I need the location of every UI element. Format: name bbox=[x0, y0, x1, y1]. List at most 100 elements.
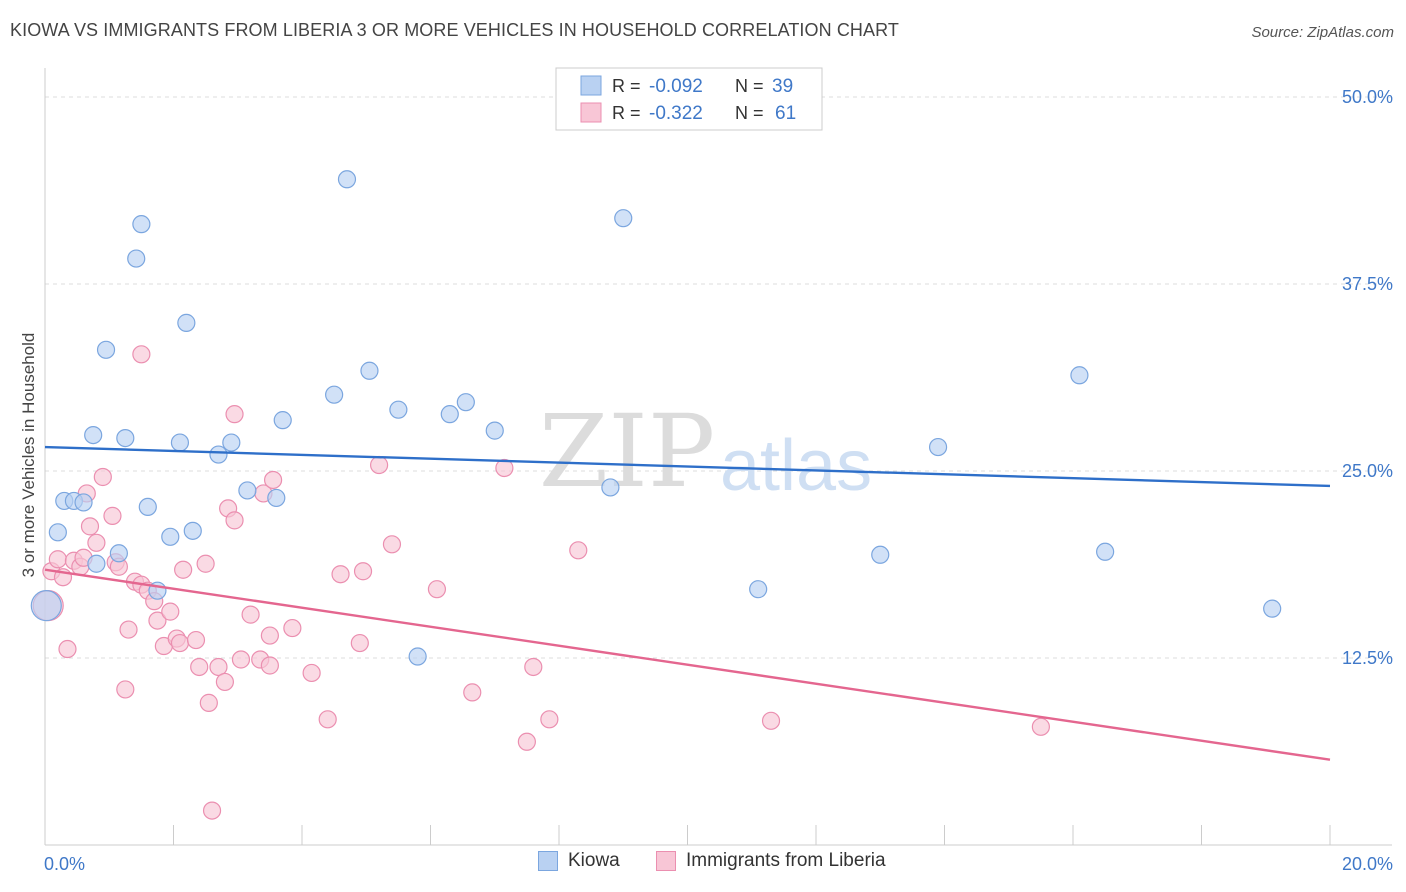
stats-n-value-liberia: 61 bbox=[775, 103, 796, 124]
liberia-point bbox=[540, 710, 559, 729]
liberia-point bbox=[80, 517, 100, 536]
stats-n-label-kiowa: N = bbox=[735, 76, 764, 96]
kiowa-point bbox=[360, 361, 379, 380]
axes bbox=[44, 68, 1392, 846]
liberia-point bbox=[761, 711, 781, 730]
stats-swatch-kiowa bbox=[580, 75, 602, 96]
y-tick-label: 25.0% bbox=[1342, 461, 1393, 481]
kiowa-point bbox=[84, 425, 103, 445]
x-tick-label-right: 20.0% bbox=[1342, 854, 1393, 874]
legend-label-liberia: Immigrants from Liberia bbox=[686, 850, 886, 871]
trend-lines bbox=[44, 445, 1331, 761]
legend-swatch-liberia bbox=[656, 851, 676, 871]
liberia-point bbox=[283, 618, 302, 638]
kiowa-point bbox=[116, 428, 135, 448]
liberia-point bbox=[427, 580, 447, 599]
liberia-point bbox=[495, 458, 514, 478]
liberia-point bbox=[161, 602, 180, 621]
kiowa-point bbox=[1263, 599, 1282, 618]
kiowa-point bbox=[183, 521, 202, 540]
liberia-point bbox=[202, 801, 222, 820]
kiowa-point bbox=[170, 433, 190, 452]
kiowa-point bbox=[1070, 366, 1089, 385]
stats-swatch-liberia bbox=[580, 102, 602, 123]
liberia-point bbox=[209, 657, 228, 677]
watermark-zip: ZIP bbox=[539, 393, 715, 510]
liberia-point bbox=[119, 620, 138, 639]
legend-item-liberia: Immigrants from Liberia bbox=[656, 850, 886, 872]
stats-legend: R = -0.092 N = 39 R = -0.322 N = 61 bbox=[555, 67, 823, 131]
kiowa-point bbox=[161, 527, 180, 546]
chart-title: KIOWA VS IMMIGRANTS FROM LIBERIA 3 OR MO… bbox=[10, 20, 900, 40]
legend-label-kiowa: Kiowa bbox=[568, 850, 620, 871]
liberia-point bbox=[48, 550, 67, 569]
liberia-point bbox=[186, 630, 206, 650]
kiowa-point bbox=[132, 215, 151, 234]
kiowa-point bbox=[87, 554, 106, 573]
liberia-point bbox=[524, 657, 543, 677]
stats-n-value-kiowa: 39 bbox=[772, 76, 793, 97]
liberia-point bbox=[241, 605, 260, 624]
watermark: ZIP atlas bbox=[539, 393, 872, 510]
liberia-point bbox=[174, 560, 193, 579]
stats-r-label-liberia: R = bbox=[612, 103, 641, 123]
watermark-atlas: atlas bbox=[720, 426, 872, 506]
liberia-point bbox=[370, 455, 389, 475]
y-tick-label: 12.5% bbox=[1342, 648, 1393, 668]
kiowa-point bbox=[614, 209, 633, 228]
liberia-point bbox=[569, 541, 588, 560]
legend-swatch-kiowa bbox=[538, 851, 558, 871]
liberia-point bbox=[225, 405, 244, 424]
kiowa-point bbox=[485, 421, 504, 440]
liberia-point bbox=[463, 683, 482, 702]
kiowa-point bbox=[601, 478, 620, 497]
kiowa-point bbox=[871, 545, 890, 564]
kiowa-point bbox=[337, 170, 357, 189]
grid-lines bbox=[45, 96, 1392, 659]
stats-r-value-kiowa: -0.092 bbox=[649, 76, 703, 97]
kiowa-trend-line bbox=[44, 445, 1331, 488]
liberia-point bbox=[1031, 717, 1050, 736]
kiowa-point bbox=[138, 497, 157, 517]
y-axis-label: 3 or more Vehicles in Household bbox=[19, 333, 38, 578]
kiowa-point bbox=[325, 385, 344, 404]
y-tick-label: 37.5% bbox=[1342, 274, 1393, 294]
liberia-point bbox=[196, 554, 215, 573]
kiowa-point bbox=[238, 481, 257, 500]
liberia-point bbox=[353, 562, 373, 581]
kiowa-point bbox=[48, 523, 67, 542]
kiowa-point bbox=[749, 580, 768, 599]
kiowa-point bbox=[928, 437, 948, 457]
liberia-point bbox=[231, 650, 251, 669]
liberia-point bbox=[132, 345, 151, 364]
kiowa-point bbox=[222, 433, 241, 452]
kiowa-point bbox=[408, 647, 427, 666]
kiowa-point bbox=[440, 405, 459, 424]
liberia-point bbox=[148, 611, 167, 630]
stats-r-label-kiowa: R = bbox=[612, 76, 641, 96]
liberia-point bbox=[116, 680, 135, 699]
kiowa-point bbox=[389, 400, 408, 419]
kiowa-point bbox=[109, 544, 128, 563]
liberia-trend-line bbox=[44, 568, 1331, 761]
kiowa-point bbox=[267, 488, 286, 508]
liberia-point bbox=[517, 732, 536, 751]
liberia-point bbox=[331, 565, 350, 584]
stats-n-label-liberia: N = bbox=[735, 103, 764, 123]
stats-r-value-liberia: -0.322 bbox=[649, 103, 703, 124]
bottom-legend: Kiowa Immigrants from Liberia bbox=[0, 850, 1406, 880]
liberia-point bbox=[263, 470, 283, 490]
liberia-point bbox=[87, 533, 106, 552]
source-label: Source: ZipAtlas.com bbox=[1251, 24, 1394, 41]
liberia-point bbox=[225, 511, 244, 530]
x-tick-label-left: 0.0% bbox=[44, 854, 85, 874]
kiowa-point bbox=[273, 411, 292, 430]
legend-item-kiowa: Kiowa bbox=[538, 850, 620, 872]
series-kiowa-points bbox=[30, 170, 1282, 666]
kiowa-point bbox=[177, 313, 196, 332]
liberia-point bbox=[190, 657, 209, 677]
liberia-point bbox=[58, 639, 77, 659]
liberia-point bbox=[260, 626, 279, 645]
liberia-point bbox=[350, 633, 369, 653]
